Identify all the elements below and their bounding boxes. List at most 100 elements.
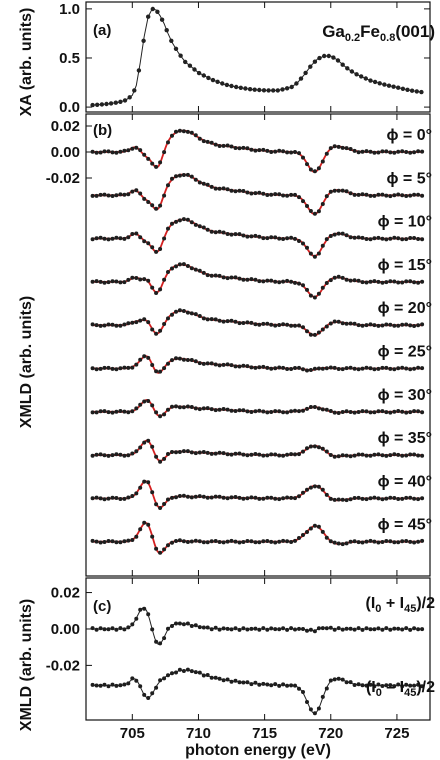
data-point-phi-5 [142, 196, 147, 201]
data-point-phi-30 [90, 410, 95, 415]
fit-line-phi-0 [92, 129, 423, 173]
data-point-phi-15 [154, 291, 159, 295]
panel-b-frame [85, 113, 431, 577]
data-point-phi-35 [380, 453, 385, 458]
data-point-phi-45 [396, 540, 401, 545]
data-point-phi-40 [404, 495, 409, 500]
data-point-phi-5 [360, 192, 365, 197]
data-point-phi-40 [225, 496, 230, 501]
data-point-phi-20 [189, 311, 194, 316]
panel-a-data-point [95, 102, 100, 108]
data-point-phi-5 [388, 194, 393, 199]
data-point [189, 624, 194, 628]
data-point-phi-30 [134, 406, 139, 411]
data-point-phi-5 [297, 195, 301, 200]
data-point-phi-10 [336, 231, 341, 236]
data-point-phi-5 [122, 192, 127, 197]
data-point-phi-15 [404, 279, 409, 284]
data-point-phi-25 [420, 366, 425, 371]
data-point-phi-20 [154, 331, 159, 336]
data-point [154, 639, 159, 644]
data-point-phi-25 [126, 365, 131, 370]
data-point-phi-0 [233, 146, 238, 150]
data-point-phi-10 [233, 232, 238, 237]
data-point-phi-35 [106, 453, 111, 458]
data-point-phi-5 [344, 189, 349, 194]
data-point-phi-0 [209, 140, 214, 145]
data-point-phi-45 [253, 540, 258, 545]
data-point-phi-45 [221, 540, 226, 545]
data-point-phi-30 [312, 405, 317, 409]
data-point [364, 626, 369, 631]
data-point-phi-20 [209, 317, 214, 322]
data-point-phi-30 [384, 410, 389, 415]
data-point-phi-15 [420, 279, 425, 284]
data-point-phi-0 [368, 149, 373, 154]
data-point-phi-5 [328, 189, 333, 194]
data-point-phi-45 [166, 543, 170, 548]
data-point-phi-35 [134, 449, 139, 454]
data-point [154, 685, 159, 690]
data-point-phi-20 [364, 323, 369, 328]
data-point-phi-35 [158, 459, 163, 464]
data-point-phi-20 [316, 330, 321, 335]
data-point-phi-5 [293, 192, 297, 197]
data-point [269, 626, 274, 631]
data-point-phi-20 [293, 323, 297, 328]
panel-a-data-point [359, 74, 364, 79]
data-point-phi-25 [380, 365, 385, 370]
panel-a-data-point [271, 88, 276, 93]
data-point-phi-35 [372, 452, 377, 457]
data-point-phi-35 [181, 449, 186, 454]
data-point-phi-40 [221, 495, 226, 500]
data-point [324, 626, 329, 631]
data-point-phi-40 [269, 495, 274, 500]
data-point-phi-40 [305, 487, 309, 492]
data-point-phi-20 [126, 321, 131, 326]
data-point-phi-25 [185, 358, 190, 362]
data-point [106, 684, 111, 689]
data-point-phi-35 [94, 452, 99, 457]
data-point [229, 627, 234, 632]
data-point-phi-35 [146, 438, 151, 443]
label-phi-25: ϕ = 25° [378, 344, 432, 361]
data-point-phi-40 [396, 497, 401, 501]
data-point-phi-40 [185, 494, 190, 499]
data-point-phi-40 [118, 497, 123, 501]
data-point-phi-10 [257, 234, 262, 239]
data-point-phi-10 [185, 217, 190, 222]
data-point-phi-30 [316, 406, 321, 411]
panel-a-data-point [322, 53, 327, 59]
data-point-phi-35 [114, 452, 119, 457]
data-point-phi-35 [225, 452, 230, 457]
panel-a-data-point [400, 86, 406, 92]
data-point-phi-25 [245, 364, 250, 369]
data-point-phi-40 [170, 495, 174, 500]
data-point-phi-10 [237, 232, 242, 237]
data-point-phi-25 [110, 366, 115, 371]
data-point-phi-15 [281, 279, 286, 284]
data-point-phi-15 [142, 277, 147, 282]
panel-b-ytick-label: -0.02 [46, 170, 80, 187]
data-point-phi-5 [305, 204, 309, 208]
data-point-phi-5 [420, 193, 425, 198]
data-point-phi-15 [352, 278, 357, 283]
data-point-phi-0 [114, 150, 119, 155]
data-point-phi-40 [126, 495, 131, 500]
data-point-phi-20 [106, 322, 111, 327]
data-point-phi-45 [301, 533, 305, 537]
data-point-phi-15 [289, 279, 294, 284]
data-point-phi-30 [185, 404, 190, 409]
data-point-phi-45 [201, 540, 206, 545]
data-point [320, 694, 325, 699]
data-point-phi-15 [308, 293, 313, 298]
xmld-spectrum-phi-30: ϕ = 30° [90, 387, 432, 419]
data-point-phi-40 [265, 495, 270, 500]
data-point-phi-40 [181, 493, 186, 498]
data-point [118, 683, 123, 688]
panel-a-data-point [113, 100, 119, 105]
data-point [312, 629, 317, 634]
data-point-phi-30 [408, 410, 413, 415]
data-point-phi-25 [114, 367, 119, 372]
data-point-phi-45 [106, 539, 111, 543]
